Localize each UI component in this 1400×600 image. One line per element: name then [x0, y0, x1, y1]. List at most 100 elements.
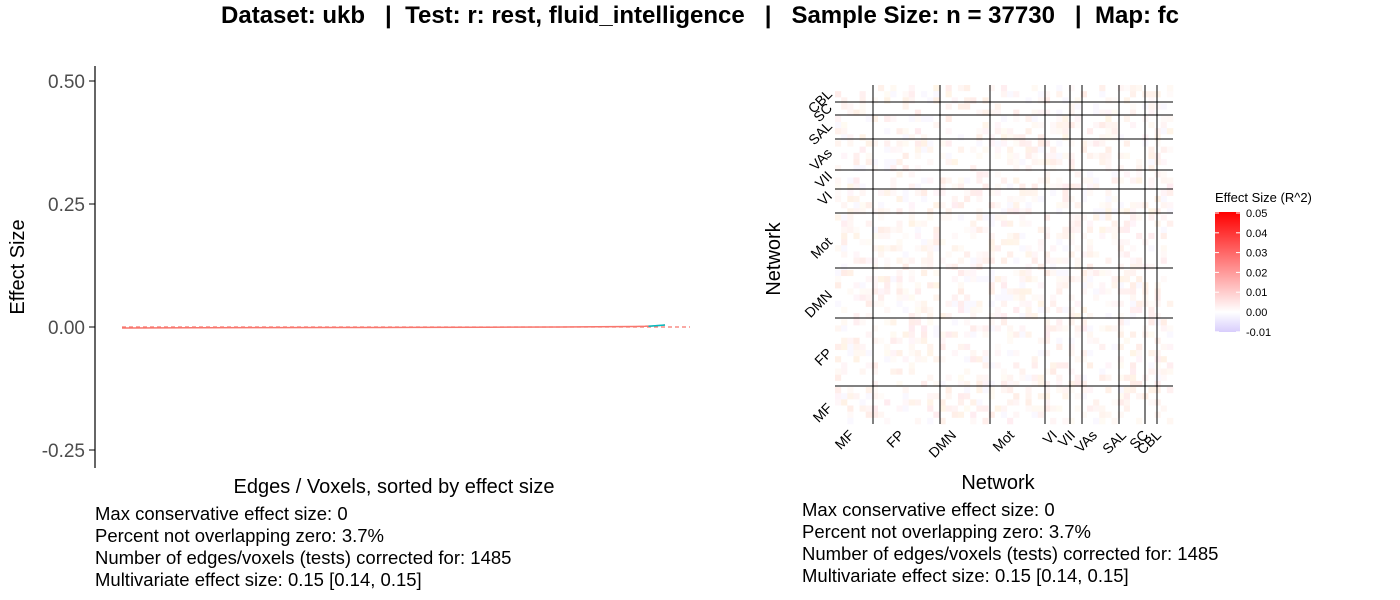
heatmap-cell — [1161, 140, 1167, 146]
heatmap-cell — [1136, 276, 1142, 282]
heatmap-cell — [1032, 301, 1038, 307]
heatmap-cell — [1093, 122, 1099, 128]
heatmap-cell — [1062, 122, 1068, 128]
heatmap-cell — [860, 282, 866, 288]
heatmap-cell — [1124, 399, 1130, 405]
heatmap-cell — [964, 159, 970, 165]
heatmap-cell — [1069, 221, 1075, 227]
heatmap-cell — [933, 140, 939, 146]
heatmap-cell — [1056, 214, 1062, 220]
heatmap-cell — [921, 122, 927, 128]
heatmap-cell — [1112, 116, 1118, 122]
heatmap-cell — [1075, 177, 1081, 183]
legend-title: Effect Size (R^2) — [1215, 190, 1312, 205]
heatmap-cell — [866, 153, 872, 159]
heatmap-cell — [1032, 196, 1038, 202]
heatmap-cell — [1099, 350, 1105, 356]
heatmap-cell — [1124, 233, 1130, 239]
heatmap-cell — [958, 239, 964, 245]
heatmap-cell — [982, 313, 988, 319]
heatmap-cell — [878, 375, 884, 381]
heatmap-cell — [860, 97, 866, 103]
heatmap-cell — [1001, 171, 1007, 177]
heatmap-cell — [946, 313, 952, 319]
heatmap-cell — [1007, 295, 1013, 301]
heatmap-cell — [1124, 177, 1130, 183]
heatmap-cell — [1007, 344, 1013, 350]
heatmap-cell — [1032, 344, 1038, 350]
heatmap-cell — [1161, 412, 1167, 418]
heatmap-cell — [909, 344, 915, 350]
heatmap-cell — [890, 393, 896, 399]
heatmap-cell — [927, 177, 933, 183]
heatmap-cell — [1105, 221, 1111, 227]
heatmap-cell — [921, 227, 927, 233]
heatmap-cell — [853, 350, 859, 356]
heatmap-cell — [860, 227, 866, 233]
heatmap-cell — [890, 239, 896, 245]
heatmap-cell — [1130, 307, 1136, 313]
heatmap-cell — [835, 375, 841, 381]
heatmap-cell — [1056, 344, 1062, 350]
heatmap-cell — [909, 153, 915, 159]
heatmap-cell — [860, 122, 866, 128]
heatmap-cell — [1069, 295, 1075, 301]
heatmap-cell — [1136, 103, 1142, 109]
heatmap-cell — [1167, 282, 1173, 288]
heatmap-cell — [921, 350, 927, 356]
heatmap-cell — [1032, 91, 1038, 97]
heatmap-cell — [982, 208, 988, 214]
heatmap-cell — [958, 295, 964, 301]
heatmap-cell — [1155, 307, 1161, 313]
heatmap-cell — [866, 190, 872, 196]
heatmap-cell — [1099, 332, 1105, 338]
heatmap-cell — [860, 208, 866, 214]
heatmap-cell — [927, 307, 933, 313]
heatmap-cell — [927, 196, 933, 202]
heatmap-cell — [909, 190, 915, 196]
heatmap-cells — [835, 85, 1173, 424]
heatmap-cell — [1099, 190, 1105, 196]
heatmap-cell — [1155, 332, 1161, 338]
heatmap-cell — [890, 412, 896, 418]
heatmap-cell — [890, 307, 896, 313]
heatmap-cell — [1001, 406, 1007, 412]
heatmap-cell — [909, 134, 915, 140]
heatmap-cell — [884, 301, 890, 307]
x-network-label: FP — [883, 427, 907, 451]
heatmap-cell — [1087, 202, 1093, 208]
heatmap-cell — [841, 362, 847, 368]
heatmap-cell — [1124, 239, 1130, 245]
heatmap-cell — [933, 387, 939, 393]
heatmap-cell — [1013, 245, 1019, 251]
heatmap-cell — [1050, 153, 1056, 159]
network-heatmap: MFFPDMNMotVIVIIVAsSALSCCBL MF FP DMN Mot VIV… — [763, 85, 1173, 494]
heatmap-cell — [1099, 319, 1105, 325]
heatmap-cell — [1038, 325, 1044, 331]
heatmap-cell — [1087, 332, 1093, 338]
heatmap-cell — [1026, 356, 1032, 362]
heatmap-cell — [884, 325, 890, 331]
heatmap-cell — [1001, 325, 1007, 331]
heatmap-cell — [970, 165, 976, 171]
heatmap-cell — [933, 171, 939, 177]
heatmap-cell — [841, 288, 847, 294]
heatmap-cell — [1124, 190, 1130, 196]
heatmap-cell — [1148, 196, 1154, 202]
x-network-label: DMN — [925, 427, 959, 461]
heatmap-cell — [982, 140, 988, 146]
heatmap-cell — [1093, 288, 1099, 294]
heatmap-cell — [976, 393, 982, 399]
heatmap-cell — [1148, 375, 1154, 381]
heatmap-cell — [921, 406, 927, 412]
heatmap-cell — [1001, 208, 1007, 214]
heatmap-cell — [933, 208, 939, 214]
heatmap-cell — [1013, 208, 1019, 214]
heatmap-cell — [927, 190, 933, 196]
heatmap-cell — [970, 128, 976, 134]
heatmap-cell — [927, 153, 933, 159]
heatmap-cell — [970, 227, 976, 233]
heatmap-x-axis-label: Network — [961, 472, 1035, 494]
heatmap-cell — [1136, 239, 1142, 245]
heatmap-cell — [903, 399, 909, 405]
